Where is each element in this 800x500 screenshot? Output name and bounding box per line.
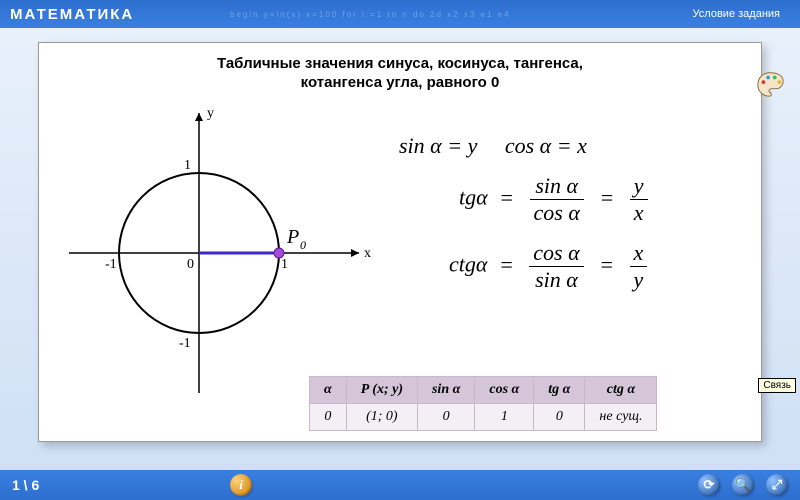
td-cos: 1 [475,404,534,431]
ctg-lhs: ctgα [449,252,487,277]
td-ctg: не сущ. [585,404,657,431]
x-label: x [364,246,371,261]
problem-card: Табличные значения синуса, косинуса, тан… [38,42,762,442]
origin-label: 0 [187,257,194,272]
point-label: P [286,226,299,248]
app-title: МАТЕМАТИКА [10,6,134,23]
tooltip: Связь [758,378,796,393]
th-sin: sin α [417,377,474,404]
footer-bar: 1 \ 6 i ⟳ 🔍 ⤢ [0,470,800,500]
reload-button[interactable]: ⟳ [698,474,720,496]
problem-title-line1: Табличные значения синуса, косинуса, тан… [51,55,749,72]
tick-xpos: 1 [281,257,288,272]
ctg-den2: y [630,267,648,293]
values-table: α P (x; y) sin α cos α tg α ctg α 0 (1; … [309,376,657,431]
formula-sin-cos: sin α = y cos α = x [399,133,652,159]
th-point: P (x; y) [346,377,417,404]
formula-tg: tgα = sin αcos α = yx [459,173,652,226]
ctg-num2: x [630,240,648,267]
x-axis-arrow [351,249,359,257]
zoom-button[interactable]: 🔍 [732,474,754,496]
tick-ypos: 1 [184,158,191,173]
ctg-den: sin α [529,267,583,293]
th-cos: cos α [475,377,534,404]
unit-circle-diagram: x y 0 1 -1 1 -1 P 0 [59,103,379,403]
formula-ctg: ctgα = cos αsin α = xy [449,240,652,293]
tg-num2: y [630,173,648,200]
point-sub: 0 [300,238,306,252]
tg-lhs: tgα [459,185,488,210]
th-tg: tg α [534,377,585,404]
formulas: sin α = y cos α = x tgα = sin αcos α = y… [399,133,652,307]
header-decoration: begin y=ln(x) x=100 for i:=1 to n do 2d … [230,0,650,28]
table-header-row: α P (x; y) sin α cos α tg α ctg α [310,377,657,404]
formula-cos: cos α = x [505,133,587,158]
formula-sin: sin α = y [399,133,477,158]
tick-yneg: -1 [179,336,191,351]
content-area: Табличные значения синуса, косинуса, тан… [0,28,800,470]
palette-icon[interactable] [755,69,785,99]
y-axis-arrow [195,113,203,121]
tg-num: sin α [530,173,584,200]
header-bar: МАТЕМАТИКА begin y=ln(x) x=100 for i:=1 … [0,0,800,28]
tg-den: cos α [530,200,584,226]
page-indicator: 1 \ 6 [12,477,39,493]
td-sin: 0 [417,404,474,431]
th-ctg: ctg α [585,377,657,404]
info-button[interactable]: i [230,474,252,496]
y-label: y [207,106,214,121]
td-tg: 0 [534,404,585,431]
ctg-num: cos α [529,240,583,267]
problem-title-line2: котангенса угла, равного 0 [51,74,749,91]
tick-xneg: -1 [105,257,117,272]
tg-den2: x [630,200,648,226]
fullscreen-button[interactable]: ⤢ [766,474,788,496]
condition-label[interactable]: Условие задания [693,8,780,20]
table-row: 0 (1; 0) 0 1 0 не сущ. [310,404,657,431]
td-point: (1; 0) [346,404,417,431]
th-alpha: α [310,377,347,404]
td-alpha: 0 [310,404,347,431]
